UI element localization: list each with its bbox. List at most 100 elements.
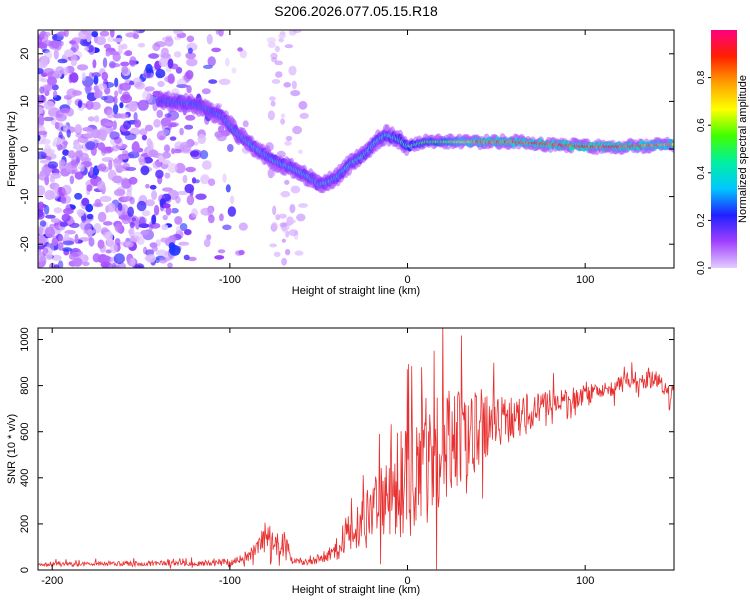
noise-blob — [155, 68, 166, 79]
noise-blob — [57, 31, 67, 37]
noise-blob — [284, 141, 292, 146]
noise-blob — [206, 34, 213, 45]
noise-blob — [195, 193, 207, 200]
noise-blob — [133, 112, 138, 122]
noise-blob — [60, 196, 67, 204]
noise-blob — [191, 208, 199, 218]
noise-blob — [40, 55, 49, 67]
noise-blob — [191, 177, 197, 184]
noise-blob — [141, 210, 151, 217]
noise-blob — [173, 30, 184, 35]
noise-blob — [103, 95, 115, 104]
noise-blob — [44, 176, 50, 186]
noise-blob — [279, 222, 288, 228]
noise-blob — [200, 207, 212, 216]
noise-blob — [114, 90, 119, 97]
noise-blob — [284, 179, 290, 185]
noise-blob — [62, 123, 69, 133]
noise-blob — [298, 100, 308, 110]
noise-blob — [129, 196, 135, 205]
noise-blob — [92, 202, 104, 208]
colorbar-tick-label: 0.0 — [696, 261, 707, 275]
noise-blob — [74, 124, 83, 134]
noise-blob — [66, 129, 71, 138]
noise-blob — [120, 61, 130, 67]
y-tick-label: -10 — [19, 189, 31, 205]
x-tick-label: -100 — [219, 274, 241, 286]
noise-blob — [171, 148, 176, 155]
noise-blob — [83, 229, 96, 235]
noise-blob — [296, 213, 306, 222]
noise-blob — [291, 80, 297, 90]
noise-blob — [68, 254, 76, 260]
noise-blob — [201, 160, 212, 170]
noise-blob — [53, 264, 60, 268]
x-tick-label: 0 — [404, 274, 410, 286]
noise-blob — [79, 157, 92, 162]
noise-blob — [82, 261, 90, 266]
noise-blob — [114, 77, 119, 88]
noise-blob — [184, 229, 192, 236]
noise-blob — [219, 213, 224, 222]
noise-blob — [97, 165, 103, 170]
noise-blob — [239, 49, 247, 59]
noise-blob — [140, 165, 150, 176]
noise-blob — [108, 159, 113, 171]
noise-blob — [62, 207, 74, 215]
noise-blob — [59, 40, 64, 47]
noise-blob — [135, 219, 140, 230]
noise-blob — [93, 91, 100, 99]
noise-blob — [70, 159, 78, 167]
noise-blob — [222, 224, 232, 231]
noise-blob — [66, 165, 73, 173]
noise-blob — [51, 84, 59, 91]
noise-blob — [280, 113, 286, 119]
noise-blob — [79, 163, 85, 172]
snr-y-ticks: 0 200 400 600 800 1000 — [19, 327, 674, 573]
noise-blob — [108, 51, 121, 56]
noise-blob — [170, 207, 179, 214]
noise-blob — [160, 117, 171, 127]
noise-blob — [110, 242, 118, 254]
spectrogram-y-ticks: 20 10 0 -10 -20 — [19, 48, 674, 252]
noise-blob — [179, 141, 192, 153]
noise-blob — [227, 144, 234, 152]
y-tick-label: 0 — [19, 567, 31, 573]
noise-blob — [129, 221, 135, 229]
noise-blob — [182, 174, 188, 184]
noise-blob — [38, 106, 44, 116]
noise-blob — [149, 222, 161, 229]
noise-blob — [92, 59, 97, 69]
noise-blob — [99, 243, 107, 253]
noise-blob — [49, 176, 55, 183]
noise-blob — [279, 213, 287, 219]
noise-blob — [136, 200, 147, 212]
noise-blob — [137, 99, 149, 111]
noise-blob — [47, 161, 59, 169]
noise-blob — [199, 150, 209, 160]
noise-blob — [58, 235, 64, 242]
noise-blob — [60, 107, 70, 114]
noise-blob — [51, 254, 62, 261]
noise-blob — [238, 222, 248, 231]
noise-blob — [278, 33, 287, 39]
noise-blob — [299, 112, 309, 119]
noise-blob — [95, 36, 107, 46]
noise-blob — [127, 229, 133, 235]
noise-blob — [271, 56, 278, 63]
noise-blob — [151, 214, 156, 225]
noise-blob — [179, 223, 188, 231]
noise-blob — [175, 196, 181, 204]
noise-blob — [90, 101, 101, 111]
noise-blob — [146, 138, 152, 148]
noise-blob — [38, 185, 46, 196]
noise-blob — [43, 31, 51, 37]
noise-blob — [103, 43, 111, 49]
noise-blob — [43, 68, 55, 75]
noise-blob — [101, 157, 114, 162]
noise-blob — [62, 149, 70, 156]
noise-blob — [186, 58, 198, 67]
noise-blob — [281, 238, 286, 243]
noise-blob — [41, 138, 51, 145]
